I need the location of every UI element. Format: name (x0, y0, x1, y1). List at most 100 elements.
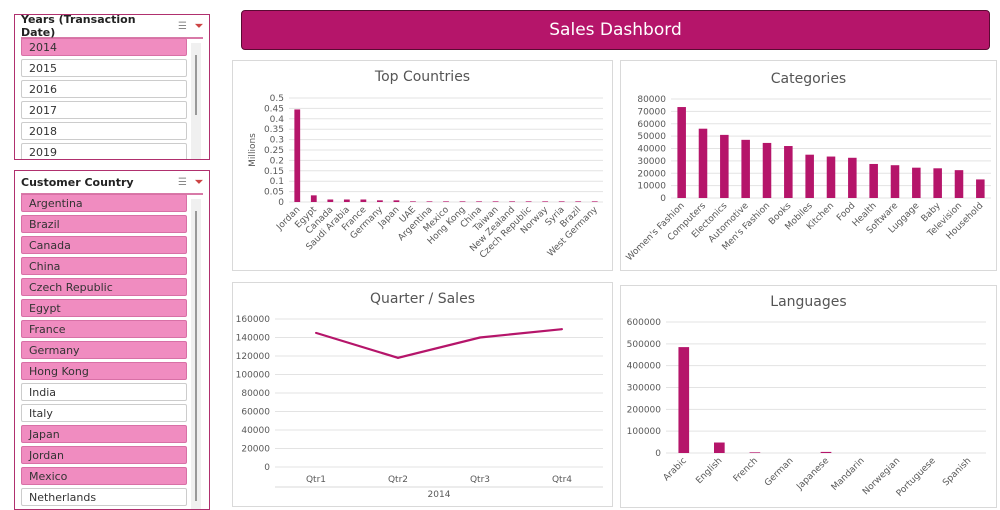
chart-title: Languages (770, 294, 847, 310)
slicer-item[interactable]: Argentina (21, 194, 187, 212)
y-tick-label: 30000 (637, 157, 666, 167)
x-tick-label: French (732, 456, 760, 484)
scrollbar[interactable] (191, 199, 201, 509)
bar (820, 451, 832, 453)
slicer-item[interactable]: 2018 (21, 122, 187, 140)
data-point (397, 356, 399, 359)
x-tick-label: Portuguese (895, 456, 938, 499)
y-tick-label: 500000 (627, 340, 662, 350)
y-tick-label: 200000 (627, 405, 662, 415)
chart-top-countries: Top Countries 0 0.05 0.1 0.15 0.2 0.25 0.3 0.35 0… (232, 60, 613, 271)
bar (741, 139, 750, 198)
slicer-item[interactable]: 2016 (21, 80, 187, 98)
x-tick-label: Qtr3 (470, 475, 490, 485)
clear-filter-icon[interactable]: ⏷ (195, 176, 203, 188)
bar (912, 167, 921, 198)
bar (575, 201, 582, 202)
slicer-item[interactable]: 2014 (21, 38, 187, 56)
chart-title: Top Countries (374, 69, 471, 85)
slicer-item[interactable]: Japan (21, 425, 187, 443)
y-tick-label: 0 (655, 449, 661, 459)
bar (542, 201, 549, 202)
slicer-item[interactable]: France (21, 320, 187, 338)
multi-select-icon[interactable]: ☰ (178, 176, 187, 188)
chart-plot: 00.050.10.150.20.250.30.350.40.450.5 Mill… (248, 94, 603, 261)
x-tick-label: Qtr4 (552, 475, 572, 485)
slicer-item[interactable]: China (21, 257, 187, 275)
y-tick-label: 50000 (637, 132, 666, 142)
bar (869, 163, 878, 198)
y-tick-label: 20000 (637, 169, 666, 179)
clear-filter-icon[interactable]: ⏷ (195, 20, 203, 32)
bar (459, 201, 466, 202)
x-tick-label: German (763, 456, 796, 489)
bar (933, 168, 942, 198)
y-tick-label: 40000 (241, 426, 270, 436)
y-tick-label: 0.45 (264, 104, 284, 114)
slicer-years: Years (Transaction Date) ☰ ⏷ 2014 2015 2016 2… (14, 14, 210, 160)
slicer-item[interactable]: 2015 (21, 59, 187, 77)
bar (327, 199, 334, 202)
y-tick-label: 80000 (637, 95, 666, 105)
bar (294, 109, 301, 202)
bar (826, 156, 836, 198)
y-tick-label: 60000 (637, 120, 666, 130)
y-tick-label: 10000 (637, 182, 666, 192)
chart-title: Categories (770, 71, 847, 87)
bar (591, 201, 598, 202)
chart-languages: Languages 0 100000 200000 300000 400000 500000… (620, 285, 997, 508)
chart-title: Quarter / Sales (370, 291, 475, 307)
y-tick-label: 0 (278, 198, 284, 208)
bar (677, 107, 686, 198)
chart-categories: Categories 0 10000 20000 30000 40000 50000 6000… (620, 60, 997, 271)
slicer-item[interactable]: Canada (21, 236, 187, 254)
slicer-item[interactable]: 2019 (21, 143, 187, 159)
slicer-item[interactable]: Hong Kong (21, 362, 187, 380)
slicer-item[interactable]: Jordan (21, 446, 187, 464)
y-tick-label: 100000 (627, 427, 662, 437)
y-tick-label: 300000 (627, 384, 662, 394)
bar (805, 154, 814, 198)
y-tick-label: 140000 (236, 334, 271, 344)
bar (525, 201, 532, 202)
slicer-item[interactable]: India (21, 383, 187, 401)
y-tick-label: 120000 (236, 352, 271, 362)
slicer-item[interactable]: Brazil (21, 215, 187, 233)
bar (343, 199, 350, 202)
x-group-label: 2014 (428, 490, 451, 500)
bar (443, 201, 449, 202)
y-tick-label: 0.4 (270, 115, 285, 125)
y-tick-label: 60000 (241, 408, 270, 418)
slicer-title: Customer Country (21, 175, 134, 189)
slicer-item[interactable]: Italy (21, 404, 187, 422)
slicer-item[interactable]: Mexico (21, 467, 187, 485)
x-tick-label: Arabic (662, 456, 689, 483)
slicer-item[interactable]: Egypt (21, 299, 187, 317)
data-point (315, 331, 317, 334)
bar (976, 179, 985, 198)
slicer-item[interactable]: 2017 (21, 101, 187, 119)
chart-plot: 0 10000 20000 30000 40000 50000 60000 70000 8000… (625, 95, 991, 263)
bar (426, 201, 433, 202)
bar (377, 200, 383, 202)
y-tick-label: 70000 (637, 107, 666, 117)
bar (678, 347, 690, 453)
slicer-item[interactable]: Germany (21, 341, 187, 359)
bar (954, 170, 964, 198)
bar (714, 442, 725, 453)
y-tick-label: 0.15 (264, 167, 284, 177)
y-tick-label: 80000 (241, 389, 270, 399)
y-tick-label: 600000 (627, 318, 662, 328)
x-tick-label: Mandarin (830, 456, 867, 493)
y-tick-label: 0.35 (264, 125, 284, 135)
data-point (479, 336, 481, 339)
slicer-item[interactable]: Czech Republic (21, 278, 187, 296)
bar (393, 200, 400, 202)
scrollbar[interactable] (191, 43, 201, 159)
multi-select-icon[interactable]: ☰ (178, 20, 187, 32)
bar (848, 157, 857, 198)
bar (476, 201, 482, 202)
slicer-item[interactable]: Netherlands (21, 488, 187, 506)
y-axis-label: Millions (248, 133, 258, 167)
x-tick-label: Qtr2 (388, 475, 408, 485)
